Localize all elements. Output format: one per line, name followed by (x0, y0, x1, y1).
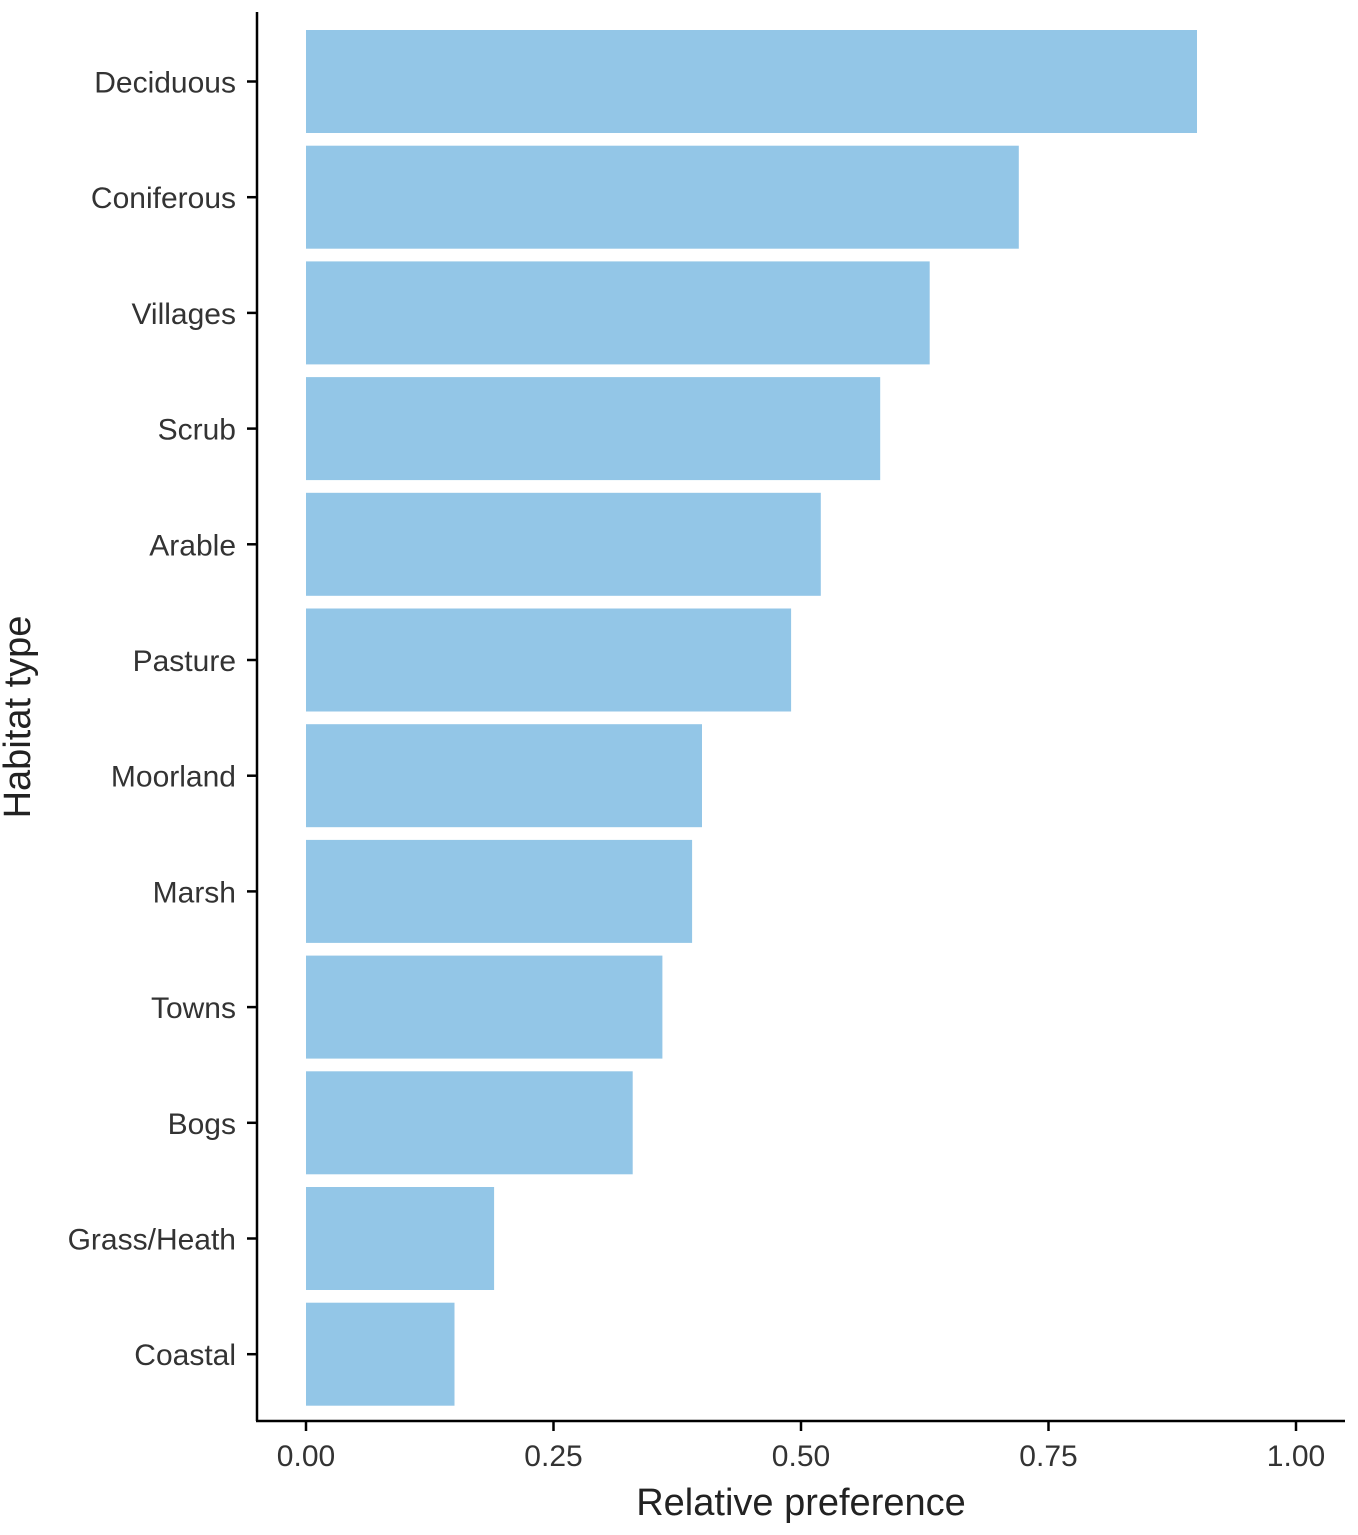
y-tick-label-bogs: Bogs (168, 1108, 236, 1141)
y-tick-label-scrub: Scrub (158, 414, 236, 447)
bar-deciduous (306, 30, 1197, 133)
x-axis-title: Relative preference (636, 1482, 966, 1524)
x-tick-label: 0.75 (1019, 1440, 1077, 1473)
y-tick-label-marsh: Marsh (153, 876, 236, 909)
y-tick-label-coastal: Coastal (134, 1339, 236, 1372)
y-tick-label-moorland: Moorland (111, 761, 236, 794)
bar-towns (306, 955, 663, 1059)
x-tick-label: 0.00 (277, 1440, 335, 1473)
y-axis-title: Habitat type (0, 616, 39, 819)
bar-grass-heath (306, 1187, 495, 1290)
bar-scrub (306, 377, 881, 481)
y-tick-label-grass-heath: Grass/Heath (68, 1224, 236, 1257)
x-tick-label: 1.00 (1267, 1440, 1325, 1473)
x-tick-label: 0.50 (772, 1440, 830, 1473)
y-tick-label-towns: Towns (151, 992, 236, 1025)
x-axis-ticks: 0.00 0.25 0.50 0.75 1.00 (277, 1421, 1325, 1473)
bar-pasture (306, 608, 792, 712)
bars-group (306, 30, 1197, 1406)
bar-coastal (306, 1302, 455, 1406)
bar-bogs (306, 1071, 633, 1175)
y-tick-label-coniferous: Coniferous (91, 182, 236, 215)
bar-coniferous (306, 145, 1019, 249)
y-tick-label-deciduous: Deciduous (94, 67, 236, 100)
y-tick-label-arable: Arable (149, 529, 236, 562)
y-axis-ticks: Deciduous Coniferous Villages Scrub Arable Pa… (68, 67, 257, 1372)
x-tick-label: 0.25 (524, 1440, 582, 1473)
bar-marsh (306, 839, 693, 943)
y-tick-label-villages: Villages (131, 298, 236, 331)
bar-villages (306, 261, 930, 365)
bar-moorland (306, 724, 702, 828)
bar-arable (306, 492, 821, 596)
y-tick-label-pasture: Pasture (133, 645, 236, 678)
